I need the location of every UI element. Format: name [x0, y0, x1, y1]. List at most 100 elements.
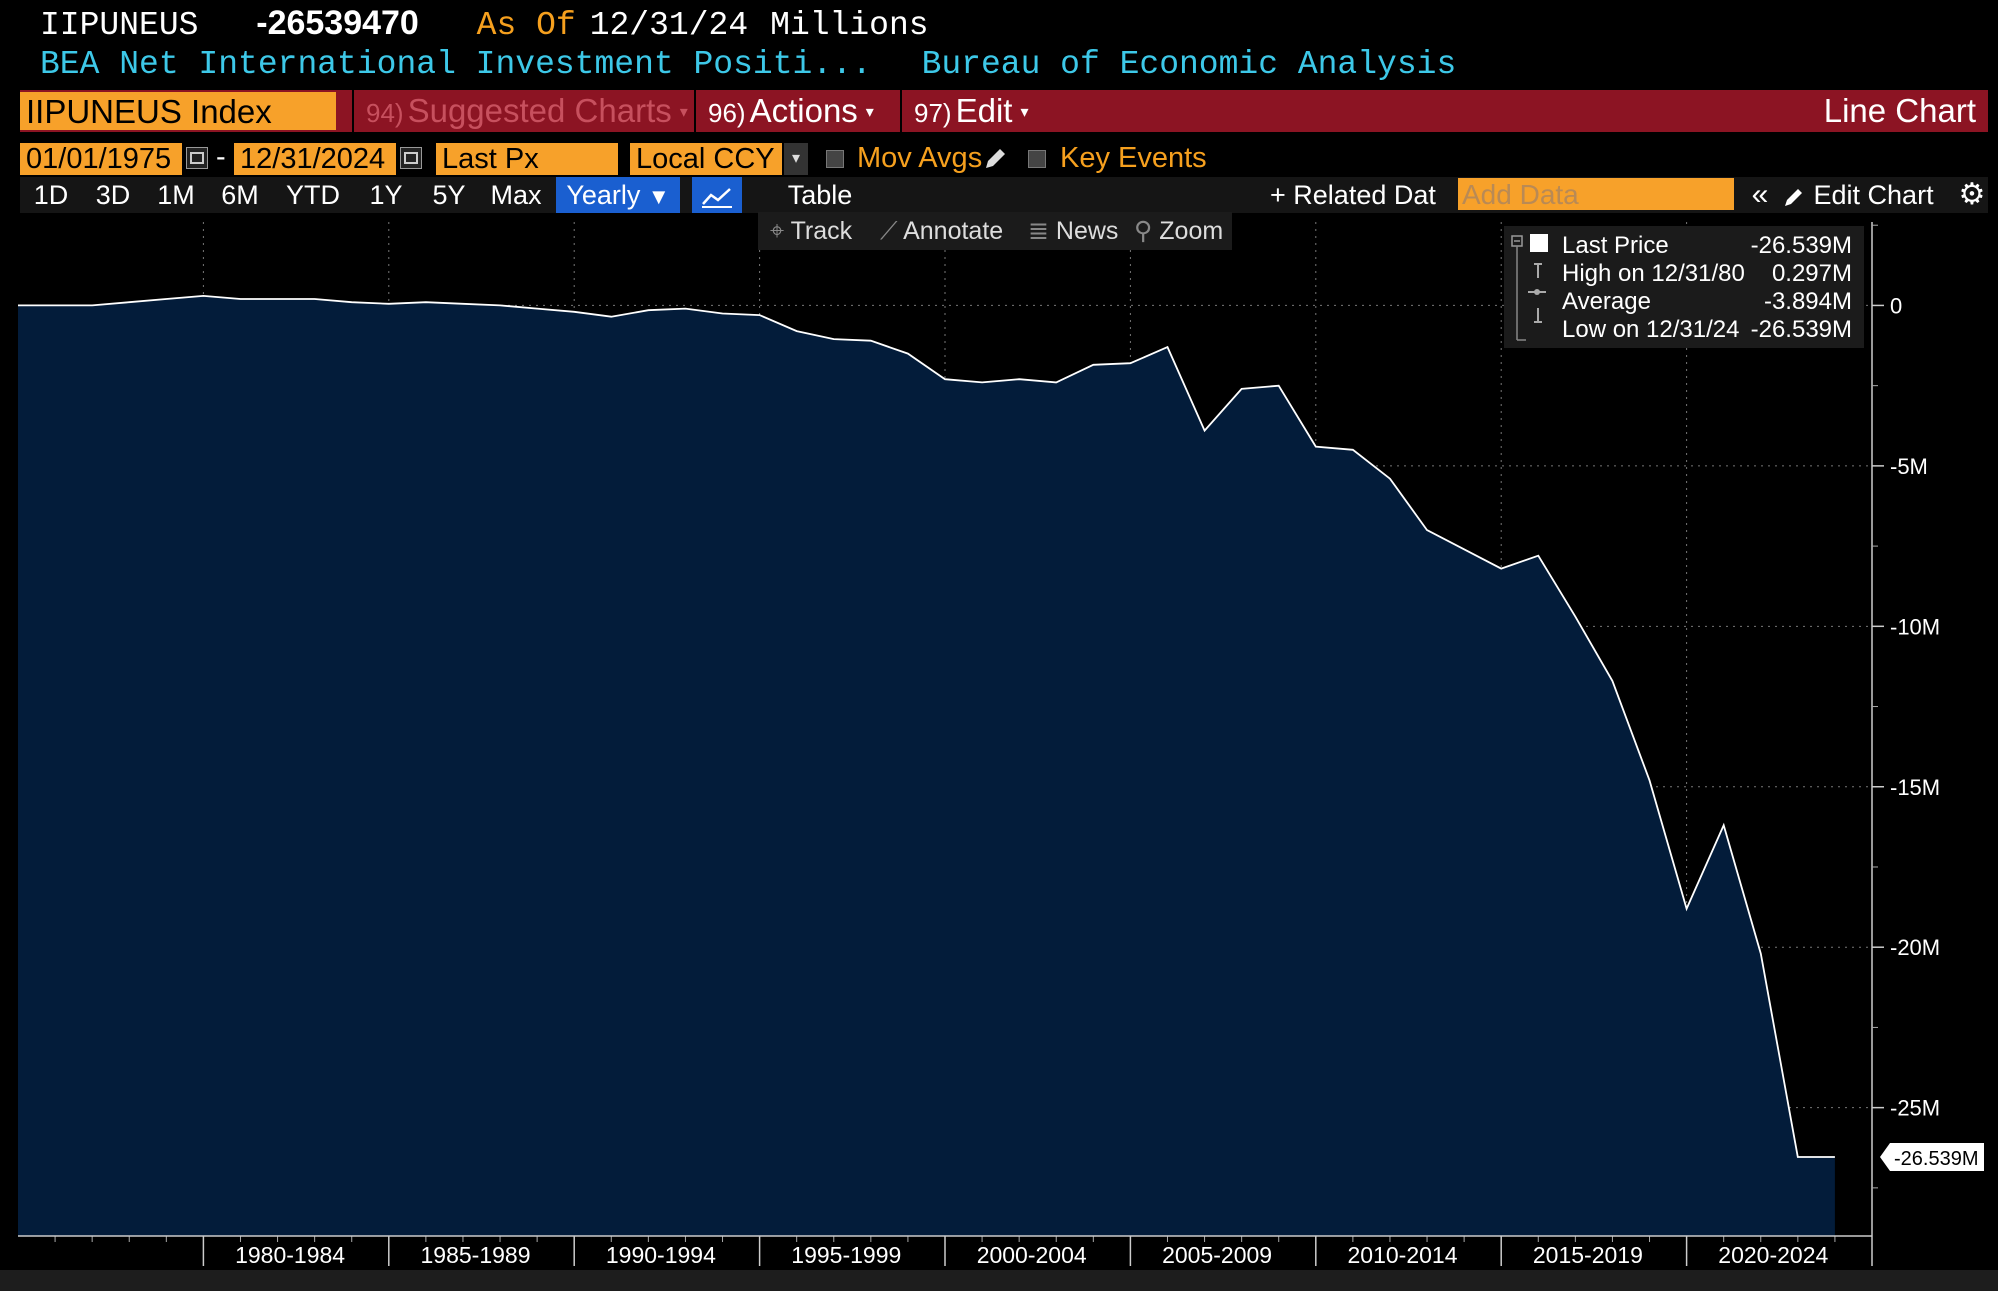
caret-down-icon: ▾: [1020, 104, 1029, 122]
legend-low-label: Low on 12/31/24: [1562, 316, 1740, 343]
news-label: News: [1055, 217, 1119, 245]
legend-average-value: -3.894M: [1763, 288, 1852, 315]
chart-type-label[interactable]: Line Chart: [1823, 92, 1976, 129]
title-bar: IIPUNEUS -26539470 As Of 12/31/24 Millions: [40, 4, 967, 48]
as-of-label: As Of: [476, 7, 576, 44]
chart-tools-bar: ⌖ Track ⟋ Annotate ≣ News ⚲ Zoom: [758, 212, 1232, 250]
period-3d-button[interactable]: 3D: [95, 180, 131, 210]
y-tick-label: 0: [1890, 293, 1902, 318]
caret-down-icon: ▾: [865, 104, 874, 122]
edit-chart-button[interactable]: Edit Chart: [1782, 177, 1962, 213]
legend-high-label: High on 12/31/80: [1562, 260, 1745, 287]
zoom-button[interactable]: ⚲ Zoom: [1134, 212, 1223, 250]
actions-num: 96): [708, 98, 746, 128]
x-tick-label: 2000-2004: [977, 1242, 1087, 1268]
gear-icon[interactable]: ⚙: [1958, 178, 1986, 211]
units: Millions: [770, 7, 929, 44]
plus-icon: +: [1270, 180, 1286, 210]
legend-high-value: 0.297M: [1771, 260, 1852, 287]
area-fill: [18, 295, 1835, 1236]
x-tick-label: 2010-2014: [1348, 1242, 1458, 1268]
track-label: Track: [790, 217, 853, 245]
description: BEA Net International Investment Positi.…: [40, 46, 872, 83]
last-value-label: -26.539M: [1894, 1148, 1979, 1170]
x-tick-label: 2005-2009: [1162, 1242, 1272, 1268]
frequency-select[interactable]: Yearly ▼: [556, 177, 680, 213]
legend-last-value: -26.539M: [1750, 232, 1852, 259]
suggested-charts-button[interactable]: 94) Suggested Charts ▾: [352, 90, 712, 132]
mov-avgs-checkbox[interactable]: [826, 150, 844, 168]
pencil-icon: [1785, 188, 1802, 206]
legend-average-label: Average: [1562, 288, 1651, 315]
period-1m-button[interactable]: 1M: [157, 180, 195, 210]
annotate-label: Annotate: [903, 217, 1004, 245]
last-value: -26539470: [256, 4, 419, 42]
x-tick-label: 1980-1984: [235, 1242, 345, 1268]
security-field[interactable]: IIPUNEUS Index: [20, 92, 336, 130]
line-chart-icon[interactable]: [692, 177, 742, 213]
caret-down-icon: ▾: [679, 104, 688, 122]
axes: 1980-1984 1985-1989 1990-1994 1995-1999 2000…: [18, 222, 1984, 1268]
caret-down-icon: ▼: [647, 184, 670, 209]
related-data-label: Related Dat: [1293, 180, 1436, 210]
end-date-field[interactable]: 12/31/2024: [234, 143, 396, 175]
subtitle: BEA Net International Investment Positi.…: [40, 46, 1456, 83]
calendar-icon[interactable]: [186, 147, 208, 169]
suggested-num: 94): [366, 98, 404, 128]
crosshair-icon: ⌖: [770, 217, 785, 245]
menu-bar: IIPUNEUS Index 94) Suggested Charts ▾ 96) A…: [20, 90, 1988, 132]
period-1d-button[interactable]: 1D: [33, 180, 69, 210]
edit-button[interactable]: 97) Edit ▾: [900, 90, 1076, 132]
edit-chart-label: Edit Chart: [1813, 180, 1934, 210]
currency-select[interactable]: Local CCY: [630, 143, 782, 175]
period-ytd-button[interactable]: YTD: [286, 180, 340, 210]
suggested-label: Suggested Charts: [407, 92, 672, 129]
annotate-button[interactable]: ⟋ Annotate: [880, 212, 1003, 250]
period-6m-button[interactable]: 6M: [221, 180, 259, 210]
key-events-label: Key Events: [1060, 142, 1207, 174]
y-tick-label: -5M: [1890, 454, 1928, 479]
annotate-icon: ⟋: [880, 217, 898, 245]
collapse-chevrons-icon[interactable]: «: [1751, 178, 1769, 211]
frequency-label: Yearly: [566, 180, 641, 210]
x-tick-label: 1985-1989: [421, 1242, 531, 1268]
period-1y-button[interactable]: 1Y: [369, 180, 403, 210]
status-strip: [0, 1270, 1998, 1291]
start-date-field[interactable]: 01/01/1975: [20, 143, 182, 175]
calendar-icon[interactable]: [400, 147, 422, 169]
period-5y-button[interactable]: 5Y: [432, 180, 466, 210]
edit-num: 97): [914, 98, 952, 128]
track-button[interactable]: ⌖ Track: [770, 212, 852, 250]
legend-tree-icon: [1511, 234, 1548, 341]
pencil-icon[interactable]: [982, 146, 1008, 172]
mov-avgs-label: Mov Avgs: [857, 142, 983, 174]
x-tick-label: 2020-2024: [1718, 1242, 1828, 1268]
source: Bureau of Economic Analysis: [921, 46, 1457, 83]
magnifier-icon: ⚲: [1134, 217, 1153, 245]
as-of-date: 12/31/24: [589, 7, 749, 44]
legend-panel: Last Price -26.539M High on 12/31/80 0.2…: [1504, 226, 1864, 348]
news-icon: ≣: [1028, 217, 1049, 245]
series-line: [18, 294, 1835, 1158]
table-button[interactable]: Table: [787, 180, 853, 210]
legend-last-label: Last Price: [1562, 232, 1669, 259]
y-tick-label: -20M: [1890, 935, 1940, 960]
y-tick-label: -10M: [1890, 614, 1940, 639]
zoom-label: Zoom: [1159, 217, 1224, 245]
x-tick-label: 2015-2019: [1533, 1242, 1643, 1268]
news-button[interactable]: ≣ News: [1028, 212, 1118, 250]
add-data-input[interactable]: Add Data: [1458, 178, 1734, 210]
x-tick-label: 1990-1994: [606, 1242, 716, 1268]
price-field-select[interactable]: Last Px: [436, 143, 618, 175]
key-events-checkbox[interactable]: [1028, 150, 1046, 168]
period-max-button[interactable]: Max: [490, 180, 542, 210]
ticker: IIPUNEUS: [40, 7, 199, 44]
caret-down-icon[interactable]: ▾: [784, 143, 808, 175]
y-tick-label: -15M: [1890, 775, 1940, 800]
actions-button[interactable]: 96) Actions ▾: [694, 90, 894, 132]
related-data-button[interactable]: + Related Dat: [1270, 177, 1460, 213]
x-tick-label: 1995-1999: [791, 1242, 901, 1268]
actions-label: Actions: [749, 92, 858, 129]
date-separator: -: [216, 141, 226, 173]
